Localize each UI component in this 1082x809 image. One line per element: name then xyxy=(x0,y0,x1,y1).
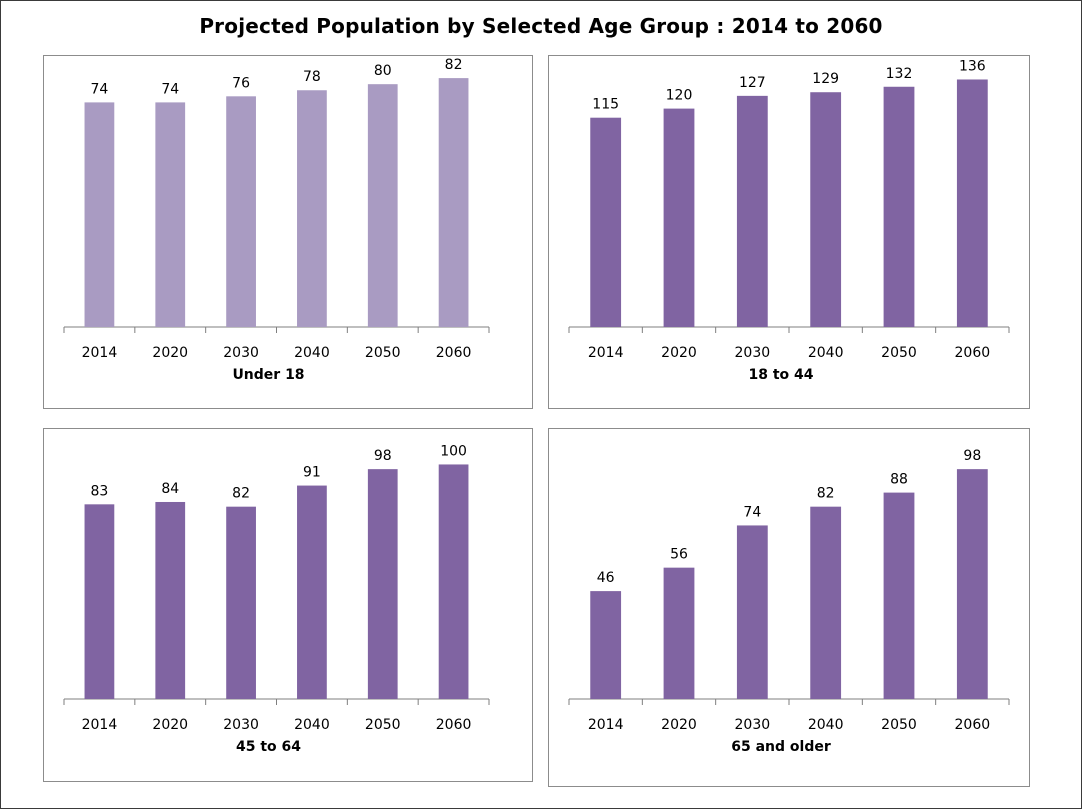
45-to-64-tick-label-2020: 2020 xyxy=(152,717,188,733)
65-and-older-tick-label-2040: 2040 xyxy=(808,717,844,733)
18-to-44-bar-2020 xyxy=(663,108,695,327)
45-to-64-tick-label-2030: 2030 xyxy=(223,717,259,733)
18-to-44-bar-2060 xyxy=(956,79,988,327)
65-and-older-bar-2040 xyxy=(810,506,842,699)
under-18-tick-label-2050: 2050 xyxy=(365,345,401,361)
18-to-44-data-label-2040: 129 xyxy=(812,71,839,87)
65-and-older-data-label-2014: 46 xyxy=(597,570,615,586)
65-and-older-bar-2060 xyxy=(956,469,988,699)
figure-title: Projected Population by Selected Age Gro… xyxy=(199,14,883,38)
under-18-data-label-2040: 78 xyxy=(303,69,321,85)
18-to-44-bar-2014 xyxy=(590,117,622,327)
45-to-64-tick-label-2040: 2040 xyxy=(294,717,330,733)
under-18-bar-2040 xyxy=(297,90,327,327)
panel-65-and-older: 46 2014 56 2020 74 2030 82 2040 88 2050 98 2060 65 a… xyxy=(548,428,1030,787)
18-to-44-data-label-2020: 120 xyxy=(666,88,693,104)
65-and-older-data-label-2050: 88 xyxy=(890,472,908,488)
under-18-data-label-2050: 80 xyxy=(374,63,392,79)
65-and-older-tick-label-2060: 2060 xyxy=(955,717,991,733)
18-to-44-data-label-2030: 127 xyxy=(739,75,766,91)
45-to-64-bar-2040 xyxy=(297,485,327,699)
45-to-64-data-label-2050: 98 xyxy=(374,448,392,464)
45-to-64-bar-2050 xyxy=(367,469,398,699)
under-18-bar-2020 xyxy=(155,102,186,327)
under-18-bar-2014 xyxy=(84,102,115,327)
65-and-older-data-label-2030: 74 xyxy=(743,504,761,520)
45-to-64-bar-2030 xyxy=(226,506,256,699)
under-18-chart-title: Under 18 xyxy=(232,367,304,383)
18-to-44-chart-title: 18 to 44 xyxy=(748,367,813,383)
45-to-64-chart-title: 45 to 64 xyxy=(236,739,301,755)
under-18-tick-label-2014: 2014 xyxy=(82,345,118,361)
18-to-44-tick-label-2030: 2030 xyxy=(735,345,771,361)
65-and-older-tick-label-2030: 2030 xyxy=(735,717,771,733)
45-to-64-data-label-2040: 91 xyxy=(303,465,321,481)
65-and-older-tick-label-2050: 2050 xyxy=(881,717,917,733)
65-and-older-bar-2050 xyxy=(883,492,915,699)
18-to-44-data-label-2014: 115 xyxy=(592,97,619,113)
45-to-64-bar-2060 xyxy=(438,464,469,699)
under-18-tick-label-2060: 2060 xyxy=(436,345,472,361)
18-to-44-bar-2050 xyxy=(883,86,915,327)
under-18-data-label-2020: 74 xyxy=(161,81,179,97)
18-to-44-bar-2040 xyxy=(810,92,842,327)
under-18-data-label-2030: 76 xyxy=(232,75,250,91)
65-and-older-tick-label-2014: 2014 xyxy=(588,717,624,733)
45-to-64-tick-label-2060: 2060 xyxy=(436,717,472,733)
panel-under-18: 74 2014 74 2020 76 2030 78 2040 80 2050 82 2060 Unde… xyxy=(43,55,533,409)
panel-18-to-44: 115 2014 120 2020 127 2030 129 2040 132 2050 136 20… xyxy=(548,55,1030,409)
45-to-64-bar-2020 xyxy=(155,501,186,699)
chart-under-18: 74 2014 74 2020 76 2030 78 2040 80 2050 82 2060 Unde… xyxy=(63,57,490,383)
under-18-data-label-2014: 74 xyxy=(91,81,109,97)
45-to-64-bar-2014 xyxy=(84,504,115,699)
chart-18-to-44: 115 2014 120 2020 127 2030 129 2040 132 2050 136 20… xyxy=(568,58,1010,383)
panel-45-to-64: 83 2014 84 2020 82 2030 91 2040 98 2050 100 2060 45 … xyxy=(43,428,533,782)
under-18-data-label-2060: 82 xyxy=(445,57,463,73)
18-to-44-data-label-2050: 132 xyxy=(886,66,913,82)
45-to-64-data-label-2060: 100 xyxy=(440,443,467,459)
under-18-tick-label-2040: 2040 xyxy=(294,345,330,361)
chart-65-and-older: 46 2014 56 2020 74 2030 82 2040 88 2050 98 2060 65 a… xyxy=(568,448,1010,755)
65-and-older-chart-title: 65 and older xyxy=(731,739,831,755)
65-and-older-bar-2030 xyxy=(736,525,768,699)
18-to-44-tick-label-2040: 2040 xyxy=(808,345,844,361)
65-and-older-bar-2020 xyxy=(663,567,695,699)
65-and-older-data-label-2020: 56 xyxy=(670,547,688,563)
under-18-tick-label-2020: 2020 xyxy=(152,345,188,361)
45-to-64-data-label-2030: 82 xyxy=(232,486,250,502)
18-to-44-data-label-2060: 136 xyxy=(959,58,986,74)
under-18-bar-2030 xyxy=(226,96,256,327)
45-to-64-tick-label-2014: 2014 xyxy=(82,717,118,733)
chart-45-to-64: 83 2014 84 2020 82 2030 91 2040 98 2050 100 2060 45 … xyxy=(63,443,490,755)
65-and-older-tick-label-2020: 2020 xyxy=(661,717,697,733)
18-to-44-tick-label-2050: 2050 xyxy=(881,345,917,361)
18-to-44-tick-label-2020: 2020 xyxy=(661,345,697,361)
65-and-older-bar-2014 xyxy=(590,591,622,699)
45-to-64-data-label-2014: 83 xyxy=(91,483,109,499)
under-18-tick-label-2030: 2030 xyxy=(223,345,259,361)
18-to-44-tick-label-2060: 2060 xyxy=(955,345,991,361)
45-to-64-tick-label-2050: 2050 xyxy=(365,717,401,733)
18-to-44-bar-2030 xyxy=(736,95,768,327)
under-18-bar-2060 xyxy=(438,78,469,327)
18-to-44-tick-label-2014: 2014 xyxy=(588,345,624,361)
45-to-64-data-label-2020: 84 xyxy=(161,481,179,497)
65-and-older-data-label-2040: 82 xyxy=(817,486,835,502)
under-18-bar-2050 xyxy=(367,84,398,327)
65-and-older-data-label-2060: 98 xyxy=(963,448,981,464)
